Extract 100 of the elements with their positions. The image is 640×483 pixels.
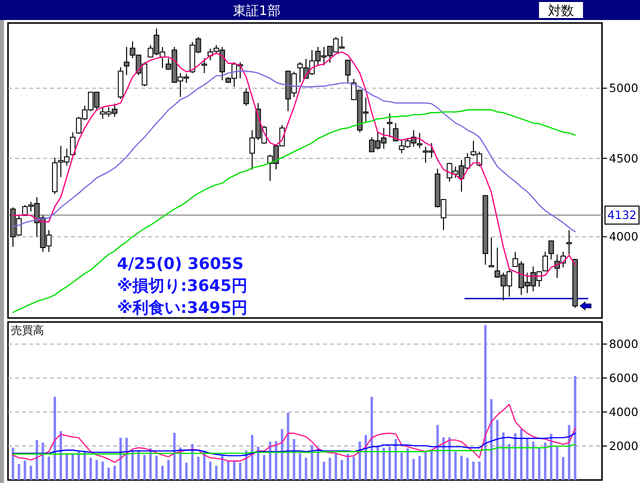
bar [400,452,403,480]
bar [484,325,487,480]
bar [131,450,134,480]
candlestick [202,58,208,74]
bar [472,462,475,480]
bar [502,432,505,480]
bar [113,466,116,480]
annotation: 4/25(0) 3605S [117,254,244,273]
bar [173,432,176,480]
bar [568,424,570,480]
bar [544,442,546,480]
bar [388,446,391,480]
bar [394,439,397,480]
bar [125,438,128,480]
chart-title: 売買高 [11,324,44,337]
candlestick [542,251,548,272]
y-tick-label: 4500 [609,151,638,166]
bar [185,462,188,480]
bar [358,442,362,480]
bar [556,446,558,480]
y-tick-label: 2000 [609,439,638,454]
bar [42,442,44,480]
bar [424,452,427,480]
y-tick-label: 8000 [609,337,638,352]
y-tick-label: 4000 [609,405,638,420]
bar [538,448,540,480]
bar [562,457,564,480]
bar [24,460,26,480]
bar [430,450,433,480]
bar [119,438,122,480]
bar [268,442,272,480]
bar [280,429,284,480]
bar [227,460,230,480]
bar [364,434,367,480]
candlestick [386,112,392,138]
line-series [12,404,576,463]
bar [215,466,218,480]
bar [54,396,56,480]
bar [262,455,266,480]
bar [550,434,552,480]
ref-line-label: 4132 [607,208,637,222]
bar [382,448,385,480]
candlestick [488,237,494,268]
annotation: ※利食い:3495円 [117,298,248,317]
y-tick-label: 5000 [609,81,638,96]
bar [574,376,576,480]
bar [30,466,32,480]
bar [496,420,499,480]
bar [239,462,242,480]
bar [418,456,421,480]
bar [78,450,80,480]
bar [233,460,236,480]
bar [412,458,415,480]
bar [256,446,260,480]
bar [221,456,224,480]
bar [101,462,104,480]
candlestick [566,230,572,255]
bar [532,442,534,480]
bar [36,440,38,480]
bar [95,460,98,480]
bar [274,441,278,480]
bar [250,434,254,480]
line-series [12,432,576,456]
chart-subtitle: 対数 [548,3,574,19]
bar [466,458,469,480]
bar [346,454,350,480]
chart-title: 東証1部 [233,4,280,19]
bar [406,448,409,480]
line-series [12,444,576,455]
bar [72,453,74,480]
bar [340,460,344,480]
candlestick [124,46,130,76]
bar [334,454,338,480]
y-tick-label: 4000 [609,230,638,244]
bar [520,429,522,480]
bar [84,450,86,480]
bar [352,456,356,480]
bar [376,445,379,480]
bar [197,456,200,480]
bar [167,460,170,480]
y-tick-label: 6000 [609,371,638,386]
bar [370,396,373,480]
bar [322,462,326,480]
annotation: ※損切り:3645円 [117,276,248,295]
bar [191,444,194,480]
bar [107,468,110,480]
bar [60,431,62,480]
bar [48,456,50,480]
candlestick [70,132,76,157]
bar [508,444,511,480]
candlestick [345,60,351,84]
bar [514,433,516,480]
candlestick [392,122,398,142]
bar [478,462,481,480]
candlestick [416,132,422,149]
bar [66,453,68,480]
bar [90,458,92,480]
bar [18,464,20,480]
bar [328,458,332,480]
candlestick [548,240,554,260]
